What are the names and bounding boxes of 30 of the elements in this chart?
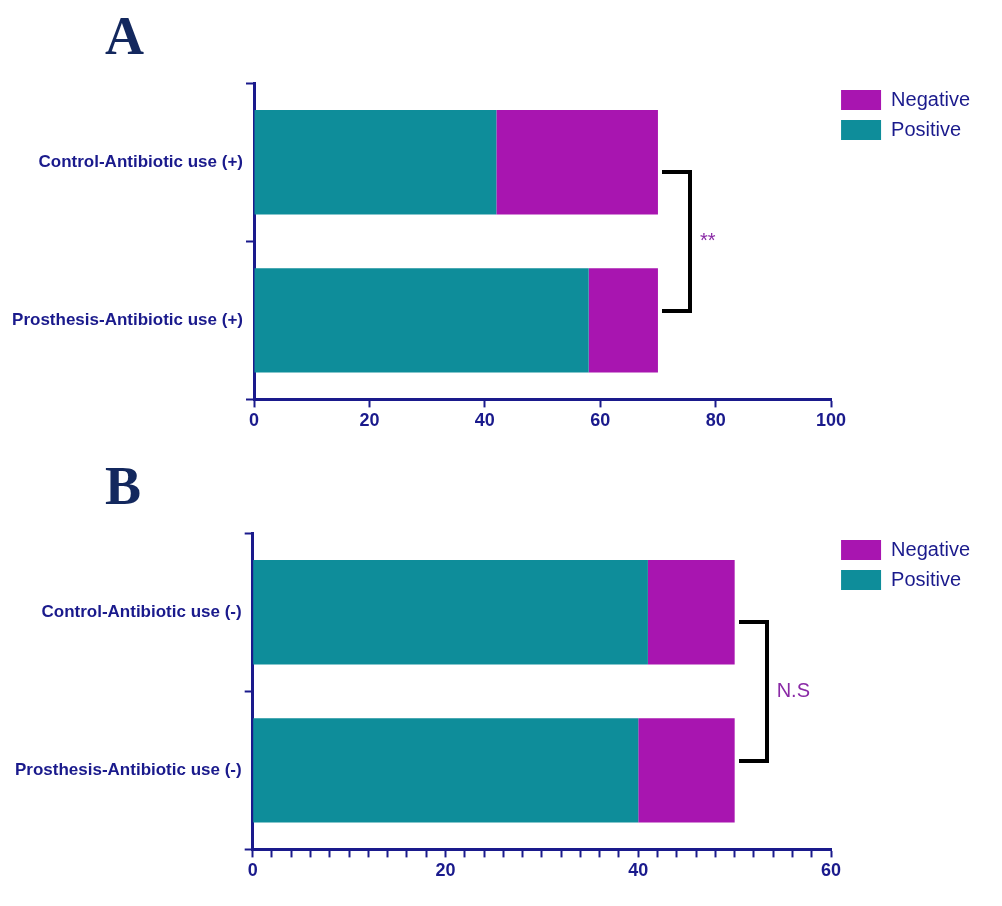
bar	[253, 718, 639, 823]
annotation: N.S	[776, 679, 810, 703]
x-tick-label: 60	[590, 410, 611, 431]
legend-label: Negative	[891, 87, 970, 110]
x-tick-label: 0	[247, 860, 258, 881]
y-tick-label: Prosthesis-Antibiotic use (+)	[12, 310, 243, 330]
legend-label: Positive	[891, 117, 962, 140]
chart-title: A	[105, 5, 144, 67]
y-tick-label: Control-Antibiotic use (-)	[41, 601, 242, 621]
x-tick-label: 0	[248, 410, 260, 431]
x-tick-label: 80	[705, 410, 726, 431]
bar	[254, 110, 497, 215]
x-tick-label: 20	[359, 410, 380, 431]
bar	[638, 718, 735, 823]
x-tick-label: 40	[474, 410, 495, 431]
x-tick-label: 60	[821, 860, 842, 881]
bar	[647, 560, 735, 665]
x-tick-label: 100	[816, 410, 847, 431]
y-tick-label: Prosthesis-Antibiotic use (-)	[15, 760, 242, 780]
annotation: **	[699, 229, 716, 253]
bar	[254, 268, 589, 373]
chart-title: B	[105, 455, 142, 517]
x-tick-label: 20	[435, 860, 456, 881]
y-tick-label: Control-Antibiotic use (+)	[38, 151, 243, 171]
bar	[496, 110, 658, 215]
legend-label: Negative	[891, 537, 970, 560]
legend-label: Positive	[891, 567, 962, 590]
bar	[588, 268, 658, 373]
bar	[253, 560, 648, 665]
x-tick-label: 40	[628, 860, 649, 881]
